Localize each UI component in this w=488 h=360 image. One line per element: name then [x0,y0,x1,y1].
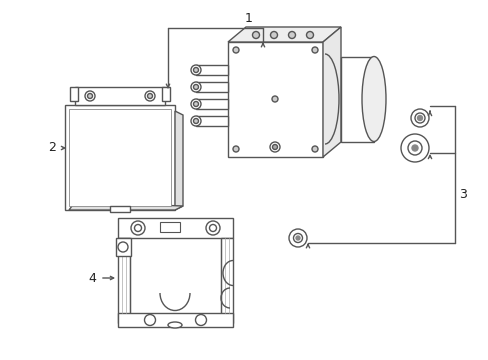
Circle shape [410,109,428,127]
Circle shape [209,225,216,231]
Circle shape [191,82,201,92]
Circle shape [407,141,421,155]
Circle shape [191,116,201,126]
Bar [340,57,373,142]
Circle shape [288,229,306,247]
Text: 2: 2 [48,141,56,154]
Circle shape [272,144,277,149]
Circle shape [87,94,92,99]
Bar [116,238,131,256]
Polygon shape [323,27,340,157]
Circle shape [252,31,259,39]
Circle shape [311,146,317,152]
Circle shape [400,134,428,162]
Circle shape [131,221,145,235]
Bar [110,206,130,212]
Bar [196,65,227,75]
Circle shape [293,234,302,243]
Text: 3: 3 [458,189,466,202]
Circle shape [195,315,206,325]
Polygon shape [175,111,183,210]
Circle shape [193,102,198,107]
Circle shape [288,31,295,39]
Ellipse shape [168,322,182,328]
Polygon shape [69,202,183,210]
Bar [160,222,180,232]
Circle shape [232,47,239,53]
Bar [196,99,227,109]
Ellipse shape [361,57,385,141]
Circle shape [85,91,95,101]
Bar [118,313,232,327]
Circle shape [118,242,128,252]
Bar [196,82,227,92]
Circle shape [193,85,198,90]
Circle shape [271,96,278,102]
Bar [118,238,130,323]
Circle shape [417,116,422,121]
Circle shape [147,94,152,99]
Circle shape [311,47,317,53]
Bar [118,218,232,238]
Circle shape [193,68,198,72]
Text: 4: 4 [88,271,96,284]
Bar [69,109,171,206]
Bar [70,87,78,101]
Circle shape [193,118,198,123]
Circle shape [205,221,220,235]
Bar [162,87,170,101]
Circle shape [411,145,417,151]
Bar [196,116,227,126]
Circle shape [306,31,313,39]
Polygon shape [227,27,340,42]
Text: 1: 1 [244,12,252,24]
Circle shape [232,146,239,152]
Circle shape [144,315,155,325]
Circle shape [145,91,155,101]
Circle shape [191,65,201,75]
Circle shape [191,99,201,109]
Circle shape [269,142,280,152]
Circle shape [295,236,299,240]
Bar [227,42,323,157]
Circle shape [134,225,141,231]
Bar [65,105,175,210]
Bar [75,87,164,105]
Circle shape [270,31,277,39]
Circle shape [414,113,424,123]
Bar [221,238,232,323]
